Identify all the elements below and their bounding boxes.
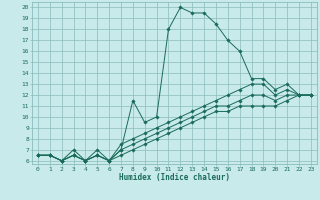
X-axis label: Humidex (Indice chaleur): Humidex (Indice chaleur) <box>119 173 230 182</box>
